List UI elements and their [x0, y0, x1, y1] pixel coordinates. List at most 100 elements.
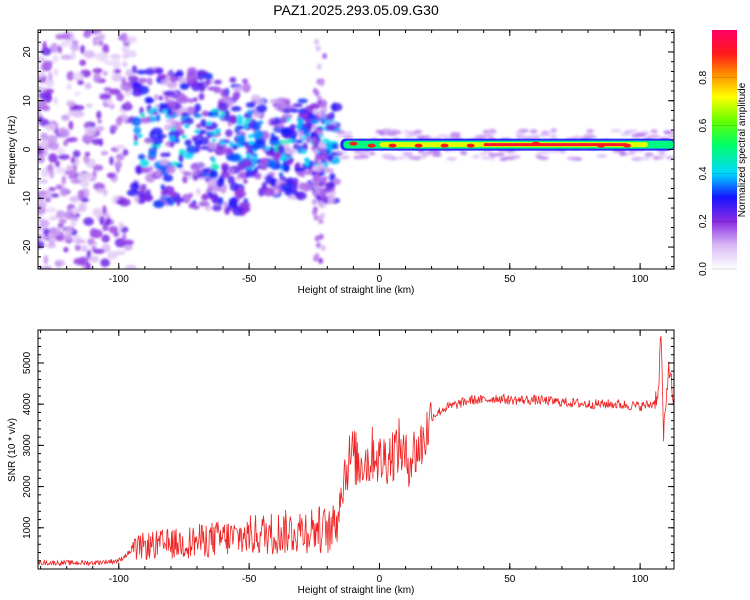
heatmap-cell [140, 166, 150, 174]
heatmap-cell [85, 262, 92, 269]
y-tick-label: 1000 [22, 516, 33, 539]
heatmap-cell [157, 74, 168, 79]
heatmap-cell [203, 193, 209, 201]
y-tick-label: -20 [22, 239, 33, 254]
heatmap-cell [192, 168, 198, 176]
heatmap-cell [198, 172, 210, 178]
heatmap-cell [650, 129, 658, 134]
heatmap-cell [223, 201, 228, 209]
heatmap-cell [92, 164, 104, 171]
heatmap-cell [39, 219, 50, 228]
heatmap-cell [242, 159, 253, 168]
heatmap-cell [70, 44, 80, 52]
heatmap-cell [188, 98, 194, 103]
y-tick-label: 5000 [22, 351, 33, 374]
heatmap-cell [151, 172, 157, 178]
heatmap-cell [196, 69, 207, 77]
heatmap-cell [109, 156, 114, 166]
heatmap-cell [68, 120, 74, 130]
heatmap-cell [304, 133, 310, 138]
heatmap-cell [402, 151, 414, 156]
heatmap-cell [631, 157, 643, 162]
heatmap-cell [194, 103, 201, 112]
heatmap-cell [70, 220, 77, 228]
heatmap-cell [136, 166, 142, 174]
heatmap-cell [213, 86, 222, 94]
heatmap-cell [167, 190, 177, 197]
heatmap-cell [74, 244, 81, 251]
heatmap-cell [53, 96, 58, 105]
heatmap-cell [175, 92, 186, 103]
heatmap-cell [184, 139, 192, 147]
heatmap-cell [145, 98, 155, 103]
heatmap-cell [284, 147, 297, 155]
heatmap-cell [318, 257, 324, 264]
heatmap-cell [148, 149, 157, 159]
heatmap-cell [72, 150, 81, 158]
heatmap-cell [472, 154, 480, 159]
heatmap-cell [120, 81, 133, 92]
colorbar-tick-label: 0.4 [698, 166, 709, 180]
x-tick-label: 50 [504, 274, 516, 285]
heatmap-cell [232, 91, 241, 99]
ridge-hotspot [623, 143, 632, 148]
heatmap-cell [499, 157, 508, 162]
heatmap-cell [292, 103, 303, 108]
heatmap-cell [88, 30, 99, 35]
heatmap-cell [115, 153, 125, 161]
heatmap-cell [57, 223, 64, 228]
heatmap-cell [201, 110, 209, 117]
heatmap-cell [326, 155, 334, 162]
heatmap-cell [652, 155, 660, 160]
heatmap-cell [201, 168, 210, 174]
heatmap-cell [245, 102, 256, 108]
heatmap-cell [259, 162, 269, 171]
heatmap-cell [481, 156, 489, 161]
heatmap-cell [115, 199, 125, 205]
snr-ylabel: SNR (10 * v/v) [7, 418, 18, 482]
heatmap-cell [200, 119, 207, 128]
heatmap-cell [70, 156, 76, 164]
heatmap-cell [137, 189, 146, 199]
heatmap-cell [55, 260, 62, 268]
heatmap-cell [38, 146, 44, 156]
heatmap-cell [121, 113, 129, 122]
x-tick-label: 0 [377, 274, 383, 285]
heatmap-cell [229, 77, 237, 83]
heatmap-cell [340, 155, 350, 160]
heatmap-cell [102, 223, 109, 232]
heatmap-cell [312, 108, 318, 115]
heatmap-cell [315, 242, 321, 249]
ridge-hotspot [466, 143, 475, 148]
heatmap-cell [133, 82, 143, 87]
heatmap-cell [620, 132, 630, 137]
heatmap-cell [191, 135, 199, 142]
ridge-hotspot [531, 141, 540, 146]
heatmap-cell [204, 125, 214, 130]
heatmap-cell [280, 184, 287, 191]
heatmap-cell [125, 101, 131, 109]
ridge-hotspot [388, 143, 397, 148]
heatmap-cell [131, 116, 142, 127]
snr-axes: -100 -50 0 50 100 1000 2000 3000 4000 5000 [22, 329, 674, 585]
heatmap-cell [64, 227, 73, 234]
heatmap-cell [326, 113, 332, 121]
heatmap-cell [69, 195, 81, 203]
heatmap-cell [227, 175, 236, 185]
heatmap-cell [314, 38, 320, 45]
heatmap-cell [316, 63, 322, 70]
heatmap-cell [140, 184, 147, 192]
heatmap-cell [38, 69, 45, 79]
heatmap-cell [610, 128, 622, 133]
heatmap-cell [55, 167, 66, 174]
heatmap-cell [225, 129, 233, 138]
heatmap-cell [198, 200, 210, 207]
heatmap-cell [312, 206, 318, 213]
heatmap-cell [322, 106, 328, 113]
colorbar-label: Normalized spectral amplitude [737, 82, 748, 217]
heatmap-cell [309, 118, 320, 125]
heatmap-cell [353, 155, 363, 160]
heatmap-cell [38, 99, 47, 109]
heatmap-cell [224, 110, 230, 118]
